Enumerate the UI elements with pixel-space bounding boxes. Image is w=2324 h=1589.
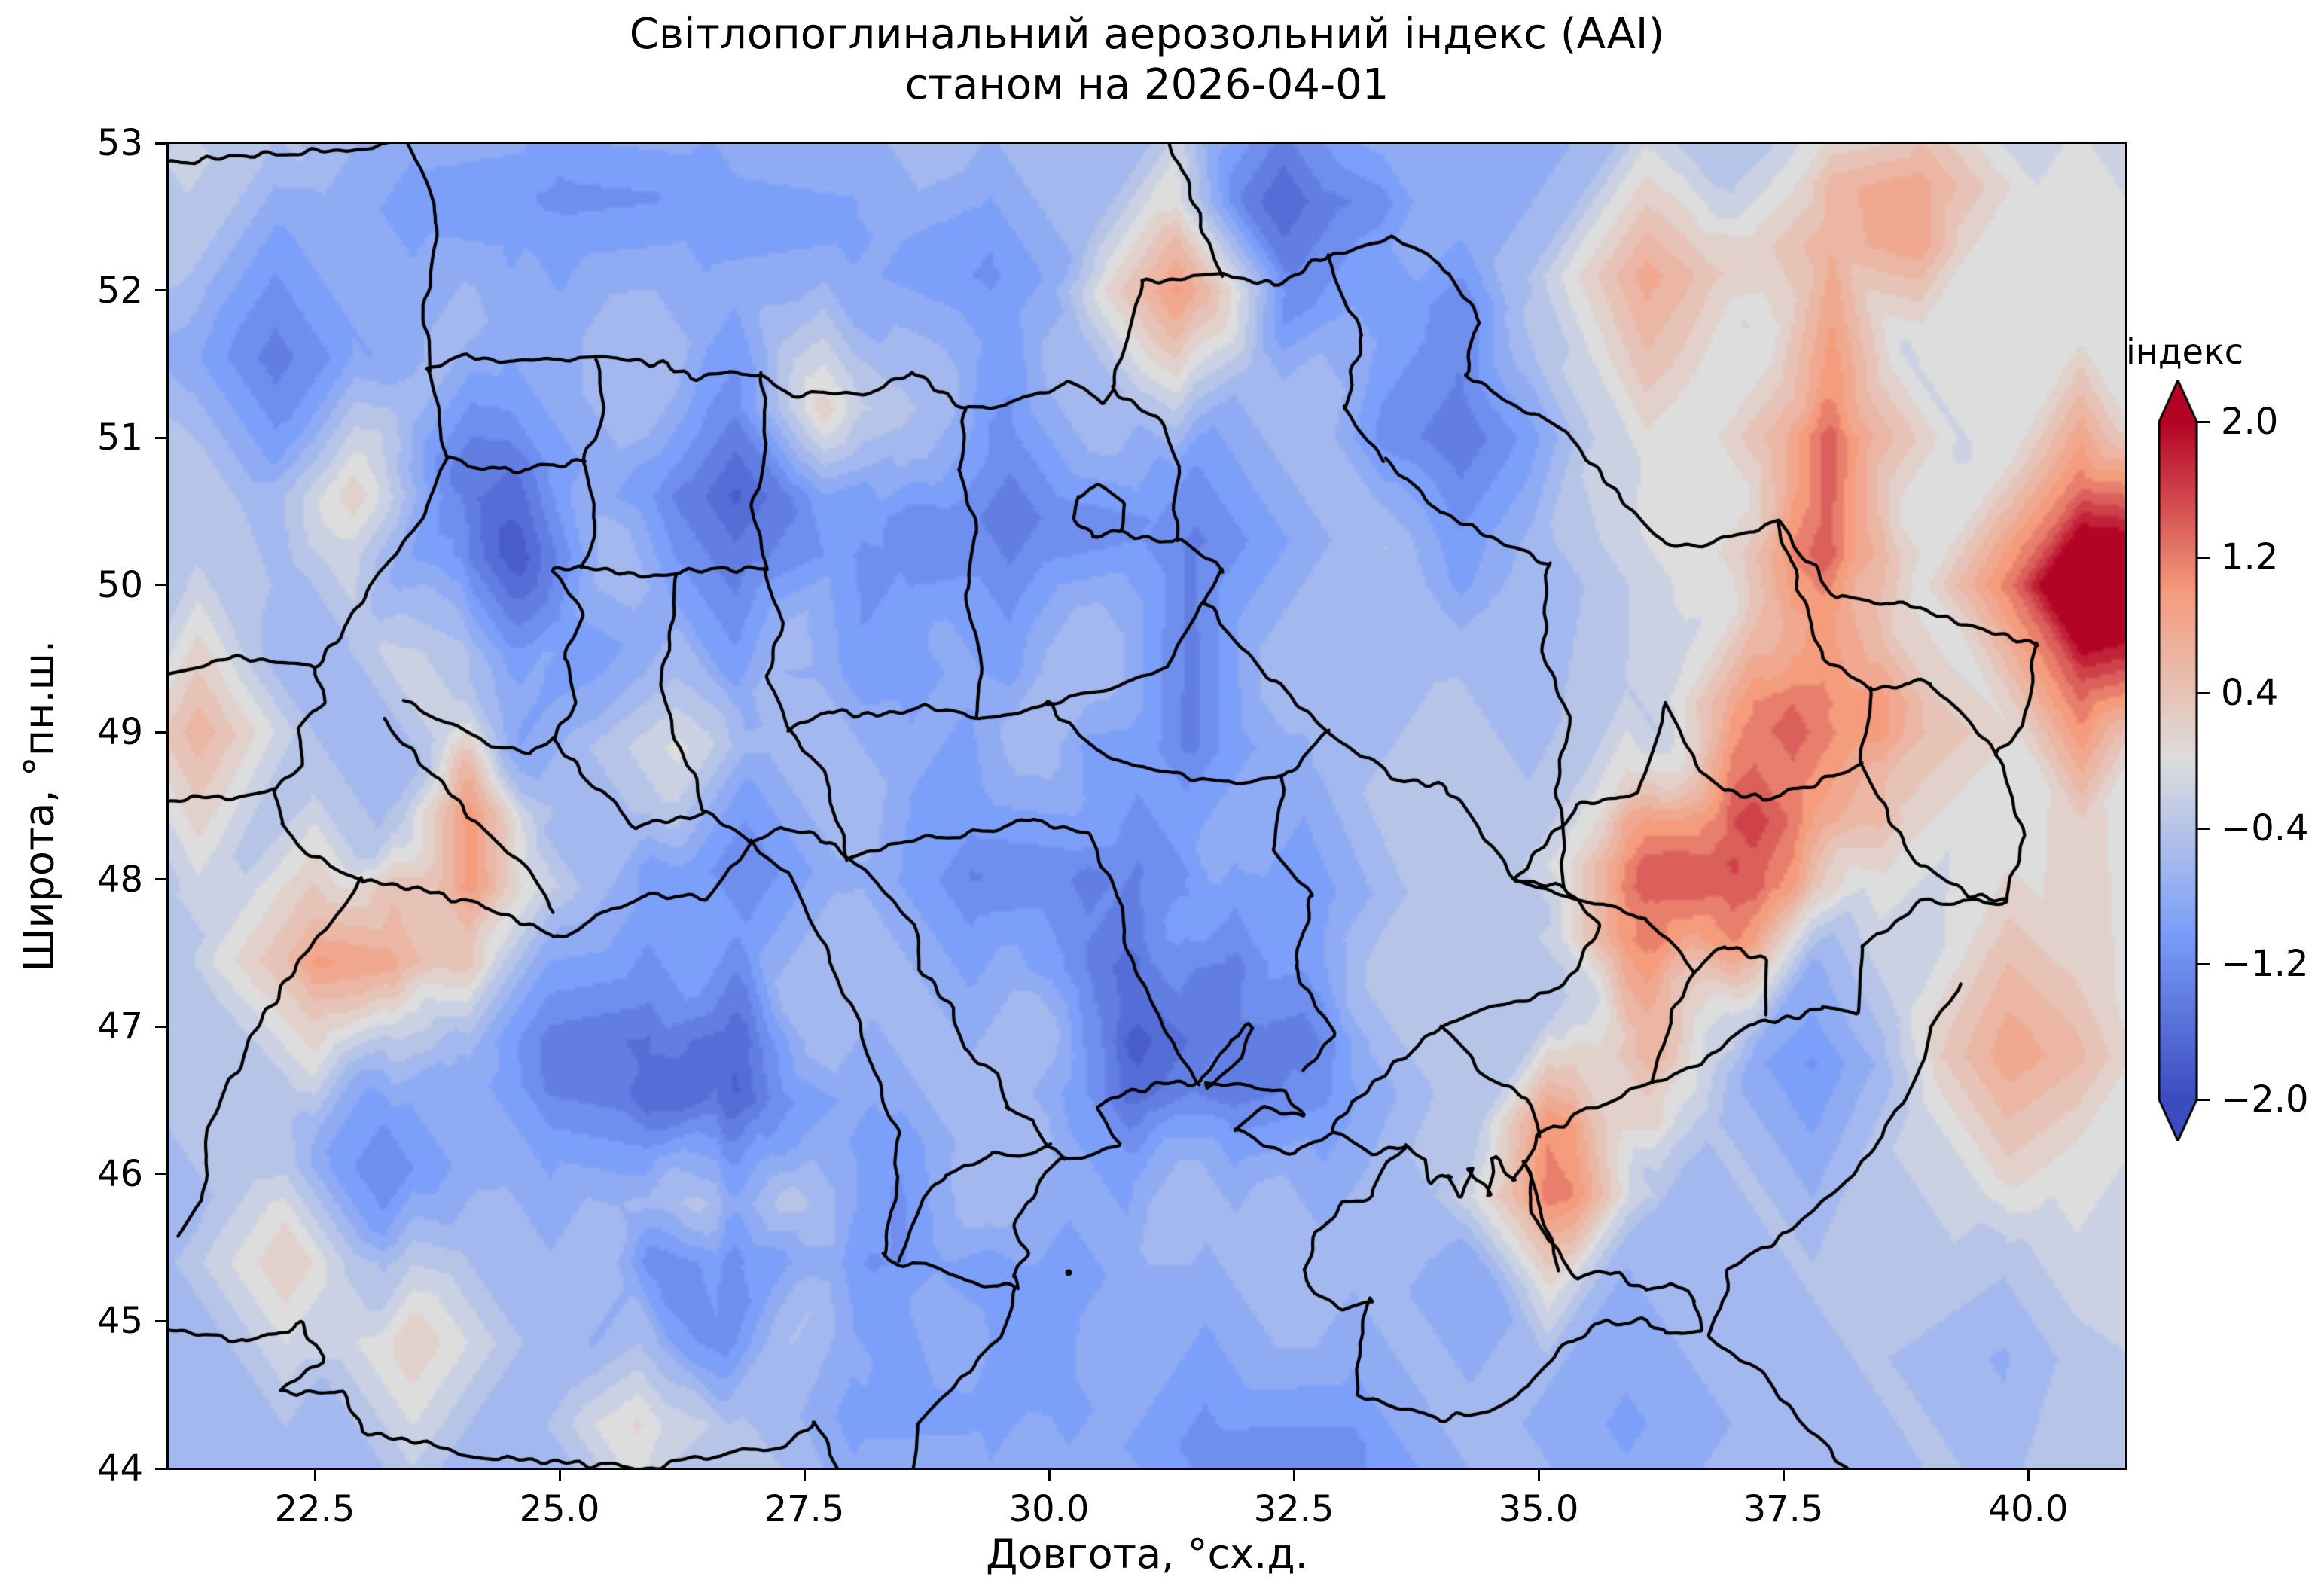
x-tick-label: 40.0 [1987, 1488, 2069, 1530]
x-axis-label: Довгота, °сх.д. [986, 1530, 1308, 1578]
figure-title: Світлопоглинальний аерозольний індекс (A… [168, 9, 2126, 110]
y-tick-mark [155, 142, 167, 145]
x-tick-label: 32.5 [1253, 1488, 1334, 1530]
y-tick-label: 49 [96, 711, 143, 754]
colorbar-tick-mark [2197, 420, 2210, 423]
y-tick-label: 51 [96, 416, 143, 459]
y-tick-mark [155, 289, 167, 292]
y-tick-mark [155, 730, 167, 734]
y-tick-mark [155, 1319, 167, 1322]
y-tick-mark [155, 1467, 167, 1470]
y-tick-mark [155, 584, 167, 587]
colorbar-tick-label: −1.2 [2221, 943, 2309, 985]
y-tick-label: 47 [96, 1005, 143, 1048]
colorbar-canvas [2158, 380, 2198, 1141]
aai-map-canvas [168, 143, 2126, 1469]
colorbar-tick-mark [2197, 556, 2210, 559]
y-tick-label: 45 [96, 1300, 143, 1343]
figure-title-line2: станом на 2026-04-01 [904, 60, 1389, 109]
x-tick-label: 27.5 [764, 1488, 845, 1530]
y-tick-label: 48 [96, 858, 143, 901]
x-tick-label: 30.0 [1008, 1488, 1090, 1530]
colorbar-tick-mark [2197, 691, 2210, 694]
y-tick-mark [155, 1025, 167, 1028]
y-tick-label: 52 [96, 269, 143, 312]
y-tick-label: 46 [96, 1152, 143, 1195]
x-tick-mark [1292, 1469, 1295, 1481]
y-tick-mark [155, 878, 167, 881]
figure-title-line1: Світлопоглинальний аерозольний індекс (A… [629, 10, 1665, 59]
x-tick-mark [1782, 1469, 1785, 1481]
y-tick-label: 50 [96, 563, 143, 606]
colorbar-tick-label: 0.4 [2221, 672, 2279, 714]
colorbar-tick-mark [2197, 1098, 2210, 1101]
x-tick-mark [2027, 1469, 2030, 1481]
colorbar-tick-mark [2197, 962, 2210, 965]
x-tick-label: 35.0 [1498, 1488, 1579, 1530]
x-tick-mark [803, 1469, 806, 1481]
x-tick-mark [1048, 1469, 1051, 1481]
x-tick-label: 25.0 [519, 1488, 600, 1530]
y-tick-mark [155, 436, 167, 439]
x-tick-label: 22.5 [274, 1488, 355, 1530]
x-tick-mark [558, 1469, 561, 1481]
x-tick-label: 37.5 [1743, 1488, 1824, 1530]
y-tick-mark [155, 1173, 167, 1176]
colorbar-tick-label: −2.0 [2221, 1078, 2309, 1121]
colorbar-tick-label: 2.0 [2221, 401, 2279, 443]
colorbar-tick-label: 1.2 [2221, 536, 2279, 578]
y-tick-label: 53 [96, 122, 143, 164]
x-tick-mark [1537, 1469, 1540, 1481]
x-tick-mark [313, 1469, 316, 1481]
colorbar-tick-mark [2197, 827, 2210, 830]
y-axis-label: Широта, °пн.ш. [15, 639, 63, 972]
y-tick-label: 44 [96, 1447, 143, 1490]
colorbar-title: індекс [2125, 331, 2244, 372]
colorbar-tick-label: −0.4 [2221, 807, 2309, 849]
